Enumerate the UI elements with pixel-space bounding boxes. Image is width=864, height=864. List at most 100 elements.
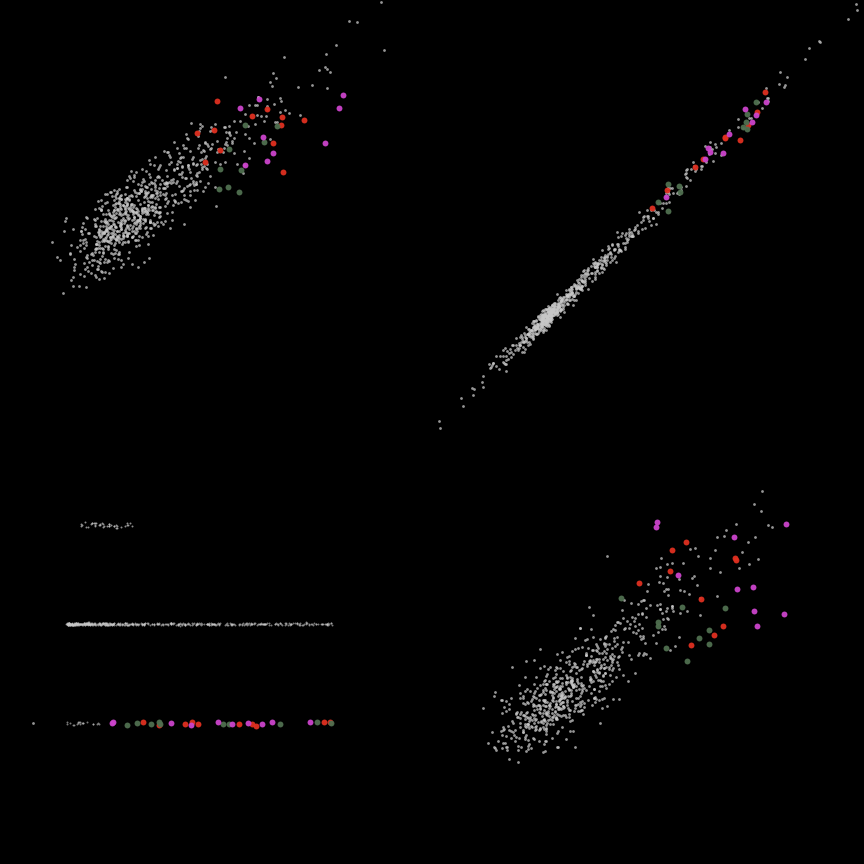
Point (589, 637, 603, 651)
Point (547, 682, 561, 696)
Point (108, 227, 122, 241)
Point (111, 196, 125, 210)
Point (532, 324, 546, 338)
Point (297, 617, 311, 631)
Point (92, 222, 106, 236)
Point (108, 200, 122, 214)
Point (321, 617, 334, 631)
Point (233, 114, 247, 128)
Point (634, 215, 648, 229)
Point (548, 663, 562, 677)
Point (149, 183, 162, 197)
Point (564, 280, 578, 294)
Point (661, 186, 675, 200)
Point (256, 618, 270, 632)
Point (550, 711, 563, 725)
Point (116, 206, 130, 220)
Point (166, 618, 180, 632)
Point (122, 208, 136, 222)
Point (543, 717, 556, 731)
Point (664, 181, 677, 195)
Point (562, 282, 575, 295)
Point (97, 245, 111, 259)
Point (250, 618, 264, 632)
Point (536, 325, 550, 339)
Point (120, 210, 134, 224)
Point (93, 518, 107, 532)
Point (186, 715, 200, 729)
Point (530, 321, 544, 335)
Point (97, 271, 111, 285)
Point (562, 658, 575, 671)
Point (254, 617, 268, 631)
Point (579, 276, 593, 290)
Point (656, 576, 670, 590)
Point (531, 310, 545, 324)
Point (77, 257, 91, 270)
Point (637, 209, 651, 223)
Point (551, 300, 565, 314)
Point (127, 183, 141, 197)
Point (62, 618, 76, 632)
Point (262, 619, 276, 632)
Point (221, 180, 235, 194)
Point (638, 601, 652, 615)
Point (100, 187, 114, 201)
Point (171, 196, 185, 210)
Point (99, 617, 113, 631)
Point (225, 617, 238, 631)
Point (212, 617, 226, 631)
Point (101, 239, 115, 253)
Point (89, 219, 103, 233)
Point (631, 648, 645, 662)
Point (587, 257, 600, 271)
Point (257, 617, 271, 631)
Point (190, 616, 204, 630)
Point (85, 258, 98, 272)
Point (562, 714, 576, 727)
Point (494, 724, 508, 738)
Point (164, 173, 178, 187)
Point (570, 278, 584, 292)
Point (533, 310, 547, 324)
Point (696, 152, 710, 166)
Point (139, 187, 153, 200)
Point (562, 283, 575, 297)
Point (547, 299, 561, 313)
Point (536, 311, 550, 325)
Point (123, 189, 137, 203)
Point (610, 638, 624, 651)
Point (729, 581, 743, 595)
Point (687, 569, 701, 583)
Point (581, 632, 594, 645)
Point (153, 177, 167, 191)
Point (538, 727, 552, 741)
Point (556, 708, 570, 722)
Point (86, 617, 100, 631)
Point (587, 682, 600, 696)
Point (120, 218, 134, 232)
Point (545, 303, 559, 317)
Point (170, 161, 184, 175)
Point (67, 618, 81, 632)
Point (511, 710, 524, 724)
Point (66, 618, 79, 632)
Point (199, 136, 213, 149)
Point (104, 246, 118, 260)
Point (69, 618, 83, 632)
Point (62, 617, 76, 631)
Point (120, 191, 134, 205)
Point (153, 718, 167, 732)
Point (538, 313, 552, 327)
Point (109, 618, 123, 632)
Point (624, 596, 638, 610)
Point (569, 282, 583, 295)
Point (555, 691, 569, 705)
Point (136, 202, 149, 216)
Point (510, 710, 524, 724)
Point (600, 249, 614, 263)
Point (274, 618, 288, 632)
Point (130, 226, 143, 240)
Point (167, 172, 181, 186)
Point (107, 616, 121, 630)
